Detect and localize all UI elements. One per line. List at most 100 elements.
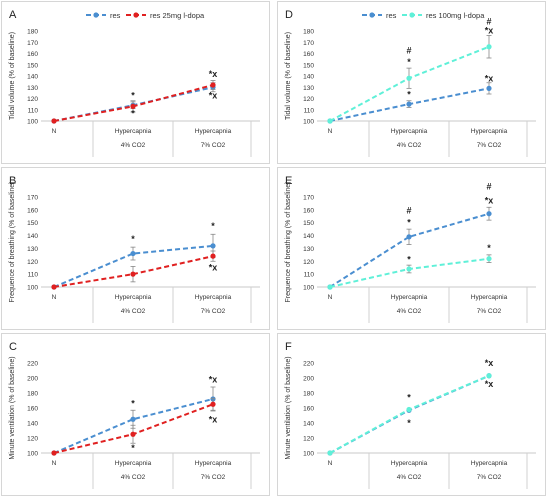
y-tick-label: 130 xyxy=(303,85,314,92)
panel-letter: B xyxy=(9,175,16,187)
y-tick-label: 110 xyxy=(28,272,39,279)
y-tick-label: 100 xyxy=(27,119,38,126)
y-tick-label: 150 xyxy=(303,220,314,227)
y-tick-label: 160 xyxy=(27,207,38,214)
y-tick-label: 160 xyxy=(303,207,314,214)
panel-frame xyxy=(277,167,546,330)
y-tick-label: 130 xyxy=(303,246,314,253)
y-tick-label: 120 xyxy=(303,259,314,266)
legend-marker xyxy=(133,12,139,18)
x-tick-label: Hypercapnia xyxy=(391,460,428,467)
significance-marker: *x xyxy=(485,195,494,205)
data-point xyxy=(327,284,333,290)
data-point xyxy=(406,234,412,240)
series-line xyxy=(53,398,214,454)
y-axis-label: Frequence of breathing (% of baseline) xyxy=(9,181,16,302)
y-tick-label: 120 xyxy=(27,96,38,103)
y-tick-label: 170 xyxy=(303,195,314,202)
y-tick-label: 150 xyxy=(303,62,314,69)
x-tick-label: N xyxy=(328,460,333,467)
x-sub-label: 7% CO2 xyxy=(201,474,226,481)
significance-marker: *x xyxy=(209,375,218,385)
x-tick-label: Hypercapnia xyxy=(195,460,232,467)
significance-marker: *x xyxy=(485,379,494,389)
significance-marker: * xyxy=(487,243,491,253)
y-tick-label: 140 xyxy=(303,421,314,428)
significance-marker: *x xyxy=(209,414,218,424)
significance-marker: * xyxy=(407,418,411,428)
y-tick-label: 180 xyxy=(303,29,314,36)
significance-marker: * xyxy=(131,443,135,453)
data-point xyxy=(406,406,412,413)
data-point xyxy=(327,118,333,124)
panel-frame xyxy=(1,1,270,164)
series-red xyxy=(51,80,216,124)
panel-frame xyxy=(1,333,270,496)
y-tick-label: 140 xyxy=(27,421,38,428)
y-tick-label: 160 xyxy=(303,406,314,413)
panel-frame xyxy=(277,333,546,496)
y-tick-label: 130 xyxy=(27,246,38,253)
y-tick-label: 200 xyxy=(303,376,314,383)
y-tick-label: 130 xyxy=(27,85,38,92)
panel-d: D Tidal volume (% of baseline) 100 110 120 13… xyxy=(277,1,546,164)
significance-marker: * xyxy=(131,109,135,119)
data-point xyxy=(486,373,492,379)
x-tick-label: N xyxy=(328,294,333,301)
x-sub-label: 4% CO2 xyxy=(397,474,422,481)
y-tick-label: 160 xyxy=(27,406,38,413)
y-tick-label: 140 xyxy=(303,233,314,240)
x-sub-label: 4% CO2 xyxy=(121,142,146,149)
significance-marker: * xyxy=(407,393,411,403)
data-point xyxy=(130,250,136,257)
x-tick-label: Hypercapnia xyxy=(391,128,428,135)
x-tick-label: N xyxy=(52,128,57,135)
x-tick-label: Hypercapnia xyxy=(471,128,508,135)
significance-marker: * xyxy=(407,255,411,265)
y-tick-label: 100 xyxy=(27,451,38,458)
y-tick-label: 200 xyxy=(27,376,38,383)
x-tick-label: N xyxy=(328,128,333,135)
data-point xyxy=(327,450,333,456)
data-point xyxy=(210,243,216,249)
significance-marker: * xyxy=(131,91,135,101)
legend: res res 100mg l-dopa xyxy=(362,11,485,20)
legend-marker xyxy=(369,12,375,18)
panel-frame xyxy=(277,1,546,164)
data-point xyxy=(406,101,412,107)
y-tick-label: 150 xyxy=(27,62,38,69)
panel-a: A Tidal volume (% of baseline) 100 110 120 13… xyxy=(1,1,270,164)
significance-marker: *x xyxy=(209,69,218,79)
data-point xyxy=(130,416,136,422)
x-sub-label: 4% CO2 xyxy=(397,308,422,315)
significance-marker: * xyxy=(131,234,135,244)
legend-marker xyxy=(93,12,99,18)
data-point xyxy=(210,253,216,259)
x-sub-label: 7% CO2 xyxy=(477,142,502,149)
significance-marker: # xyxy=(486,16,491,26)
x-tick-label: Hypercapnia xyxy=(471,460,508,467)
x-tick-label: Hypercapnia xyxy=(391,294,428,301)
data-point xyxy=(406,75,412,81)
panel-letter: C xyxy=(9,341,17,353)
panel-letter: F xyxy=(285,341,292,353)
y-tick-label: 220 xyxy=(303,361,314,368)
panel-frame xyxy=(1,167,270,330)
x-tick-label: N xyxy=(52,294,57,301)
significance-marker: # xyxy=(406,206,411,216)
x-sub-label: 4% CO2 xyxy=(397,142,422,149)
x-tick-label: Hypercapnia xyxy=(115,294,152,301)
y-axis-label: Tidal volume (% of baseline) xyxy=(285,32,292,120)
y-tick-label: 100 xyxy=(303,119,314,126)
y-axis-label: Minute ventilation (% of baseline) xyxy=(285,356,292,459)
y-axis-label: Tidal volume (% of baseline) xyxy=(9,32,16,120)
series-cyan xyxy=(327,35,492,124)
y-tick-label: 180 xyxy=(27,391,38,398)
y-tick-label: 170 xyxy=(27,195,38,202)
x-sub-label: 7% CO2 xyxy=(201,142,226,149)
data-point xyxy=(210,82,216,88)
y-tick-label: 160 xyxy=(303,51,314,58)
significance-marker: * xyxy=(131,399,135,409)
data-point xyxy=(486,85,492,91)
y-tick-label: 120 xyxy=(27,259,38,266)
